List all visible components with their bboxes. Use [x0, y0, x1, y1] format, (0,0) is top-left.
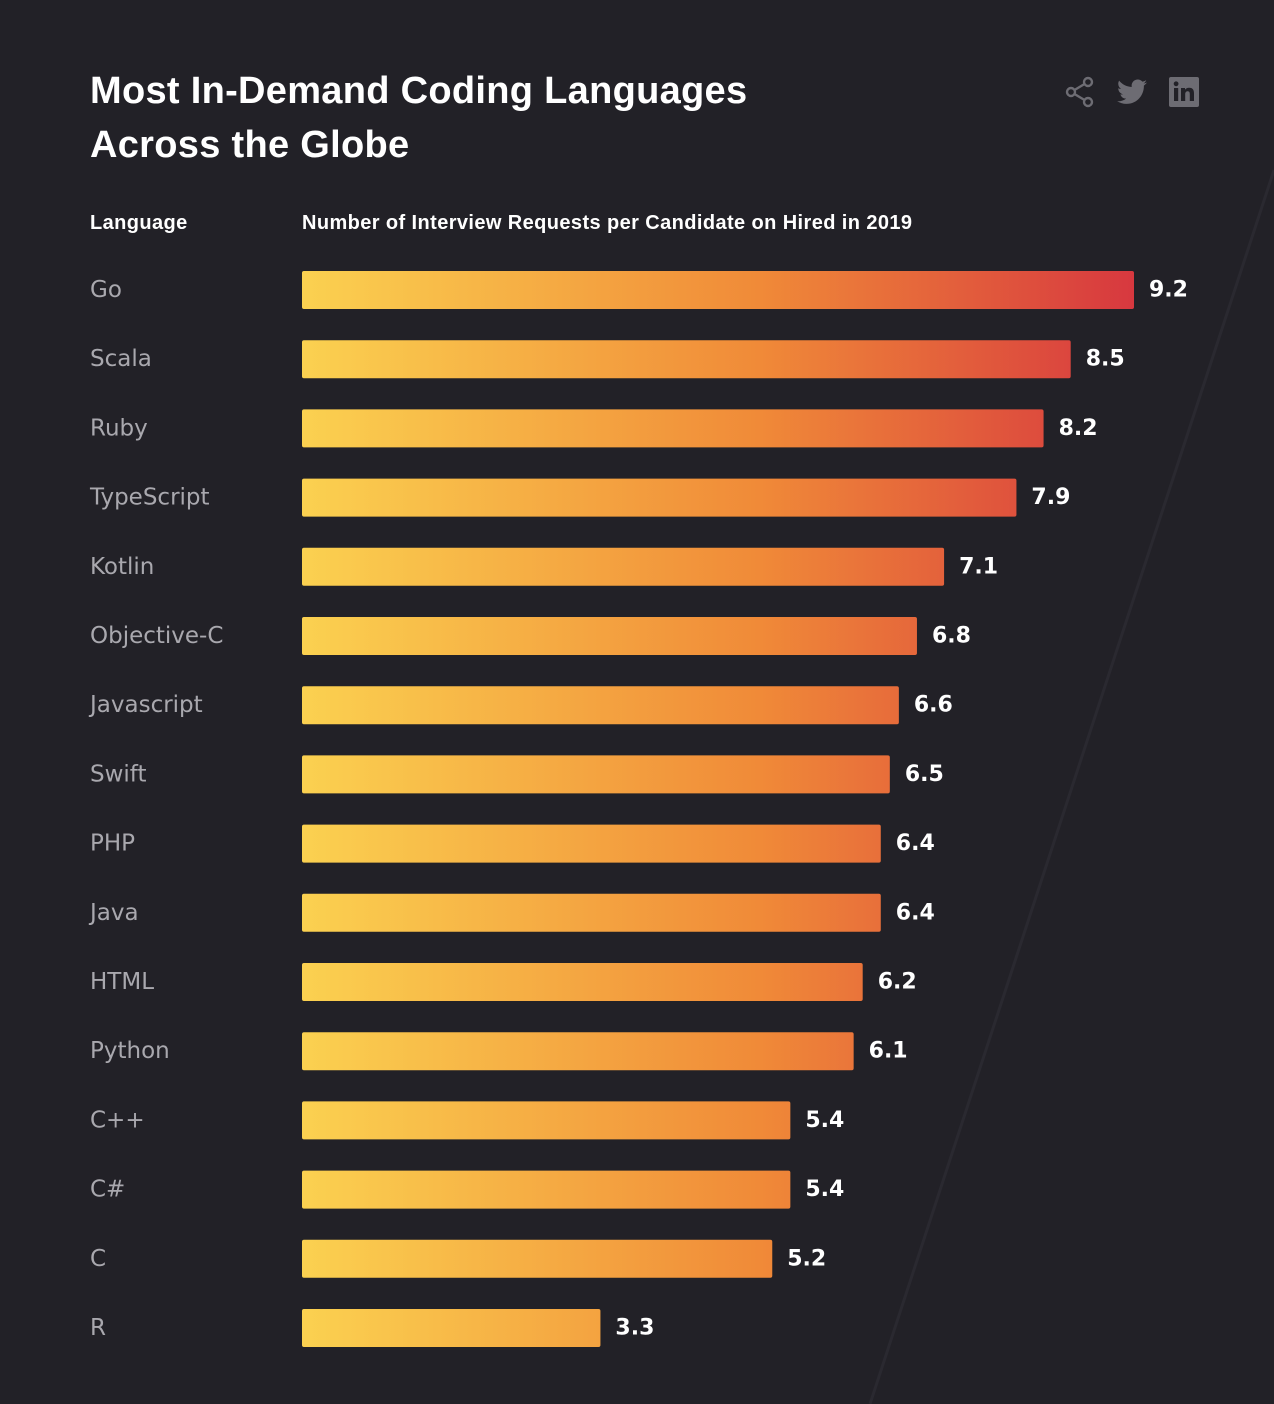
category-label: TypeScript — [89, 485, 210, 511]
bar — [302, 340, 1071, 379]
value-label: 8.2 — [1059, 416, 1098, 441]
linkedin-icon[interactable] — [1166, 74, 1202, 110]
bar — [302, 963, 863, 1001]
bar — [302, 547, 945, 586]
value-label: 6.2 — [878, 970, 917, 995]
value-label: 5.4 — [805, 1108, 844, 1133]
category-label: Scala — [90, 346, 152, 372]
share-icon[interactable] — [1062, 74, 1098, 110]
bars-group: Go 9.2 Scala 8.5 Ruby 8.2 TypeScript 7.9 Kotlin 7… — [88, 271, 1188, 1347]
value-label: 7.1 — [959, 554, 998, 579]
category-label: Kotlin — [90, 554, 154, 580]
chart-title-line-2: Across the Globe — [90, 124, 410, 166]
chart-title-line-1: Most In-Demand Coding Languages — [90, 70, 748, 112]
bar — [302, 1170, 791, 1209]
share-toolbar — [1060, 74, 1210, 110]
bar — [302, 1101, 791, 1140]
value-label: 8.5 — [1086, 347, 1125, 372]
value-label: 6.8 — [932, 624, 971, 649]
value-label: 9.2 — [1149, 278, 1188, 303]
value-column-header: Number of Interview Requests per Candida… — [302, 212, 913, 234]
category-label: C# — [90, 1177, 125, 1203]
value-label: 5.4 — [805, 1177, 844, 1202]
category-column-header: Language — [90, 212, 188, 234]
bar — [302, 1309, 601, 1347]
category-label: Go — [90, 277, 122, 303]
category-label: Javascript — [88, 692, 203, 718]
value-label: 5.2 — [787, 1246, 826, 1271]
value-label: 6.4 — [896, 831, 935, 856]
bar — [302, 478, 1017, 517]
category-label: Ruby — [90, 415, 148, 441]
value-label: 7.9 — [1031, 485, 1070, 510]
category-label: Objective-C — [90, 623, 223, 649]
category-label: R — [90, 1315, 106, 1341]
bar — [302, 271, 1134, 309]
bar — [302, 617, 917, 655]
value-label: 6.6 — [914, 693, 953, 718]
chart-title: Most In-Demand Coding Languages Across t… — [90, 64, 850, 172]
value-label: 6.4 — [896, 900, 935, 925]
category-label: C++ — [90, 1107, 145, 1133]
twitter-icon[interactable] — [1114, 74, 1150, 110]
category-label: C — [90, 1246, 106, 1272]
category-label: HTML — [90, 969, 154, 995]
value-label: 6.5 — [905, 762, 944, 787]
value-label: 6.1 — [869, 1039, 908, 1064]
bar — [302, 409, 1044, 448]
bar — [302, 755, 890, 794]
bar — [302, 893, 881, 932]
bar — [302, 1239, 773, 1278]
value-label: 3.3 — [615, 1316, 654, 1341]
bar — [302, 1032, 854, 1071]
category-label: Swift — [90, 761, 147, 787]
category-label: Java — [88, 900, 139, 926]
bar — [302, 824, 881, 863]
bar — [302, 686, 899, 725]
category-label: Python — [90, 1038, 170, 1064]
category-label: PHP — [90, 831, 135, 857]
